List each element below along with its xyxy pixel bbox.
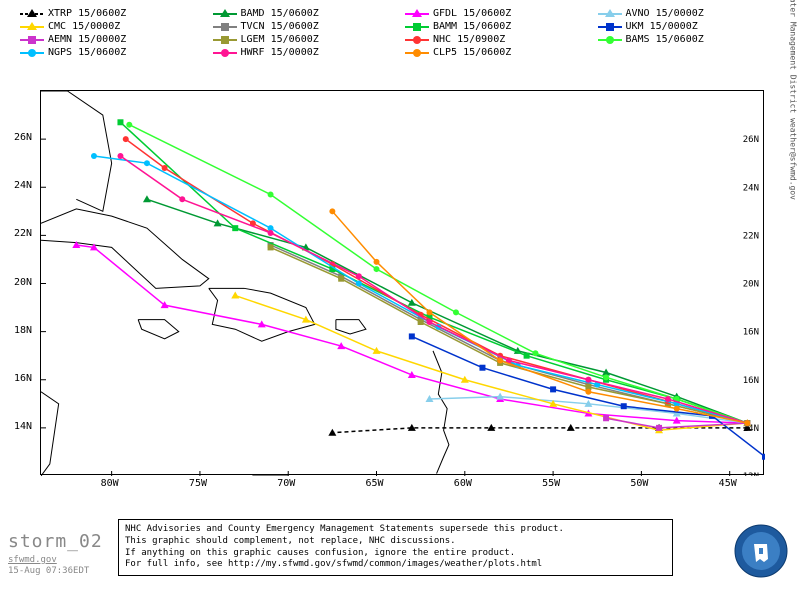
timestamp: 15-Aug 07:36EDT <box>8 566 89 576</box>
svg-text:22N: 22N <box>743 231 759 241</box>
svg-text:26N: 26N <box>743 135 759 145</box>
legend-item: UKM 15/0000Z <box>598 21 781 32</box>
legend-item: HWRF 15/0000Z <box>213 47 396 58</box>
legend-item: CLP5 15/0600Z <box>405 47 588 58</box>
svg-text:16N: 16N <box>743 376 759 386</box>
source-url: sfwmd.gov <box>8 555 57 565</box>
legend-item: XTRP 15/0600Z <box>20 8 203 19</box>
chart-area: 12N14N16N16N20N22N24N26N <box>40 90 764 475</box>
legend-item: BAMM 15/0600Z <box>405 21 588 32</box>
disclaimer-line: NHC Advisories and County Emergency Mana… <box>125 524 666 536</box>
disclaimer-line: This graphic should complement, not repl… <box>125 536 666 548</box>
side-text: South Florida Water Management District … <box>789 0 798 200</box>
disclaimer-line: If anything on this graphic causes confu… <box>125 548 666 560</box>
legend-label: HWRF 15/0000Z <box>241 47 319 58</box>
svg-text:24N: 24N <box>743 183 759 193</box>
legend-item: GFDL 15/0600Z <box>405 8 588 19</box>
legend-label: CLP5 15/0600Z <box>433 47 511 58</box>
legend: XTRP 15/0600Z BAMD 15/0600Z GFDL 15/0600Z A… <box>20 8 780 58</box>
svg-text:20N: 20N <box>743 280 759 290</box>
legend-label: XTRP 15/0600Z <box>48 8 126 19</box>
legend-label: CMC 15/0000Z <box>48 21 120 32</box>
legend-item: AVNO 15/0000Z <box>598 8 781 19</box>
legend-label: GFDL 15/0600Z <box>433 8 511 19</box>
disclaimer-line: For full info, see http://my.sfwmd.gov/s… <box>125 559 666 571</box>
legend-item: TVCN 15/0600Z <box>213 21 396 32</box>
legend-label: NGPS 15/0600Z <box>48 47 126 58</box>
legend-item: LGEM 15/0600Z <box>213 34 396 45</box>
legend-label: LGEM 15/0600Z <box>241 34 319 45</box>
legend-item: AEMN 15/0000Z <box>20 34 203 45</box>
legend-item: NGPS 15/0600Z <box>20 47 203 58</box>
legend-label: BAMS 15/0600Z <box>626 34 704 45</box>
legend-label: BAMM 15/0600Z <box>433 21 511 32</box>
svg-text:16N: 16N <box>743 328 759 338</box>
legend-label: UKM 15/0000Z <box>626 21 698 32</box>
storm-label: storm_02 <box>8 531 103 552</box>
legend-label: BAMD 15/0600Z <box>241 8 319 19</box>
sfwmd-logo <box>734 524 788 578</box>
svg-text:12N: 12N <box>743 472 759 476</box>
legend-label: AVNO 15/0000Z <box>626 8 704 19</box>
legend-label: NHC 15/0900Z <box>433 34 505 45</box>
legend-label: TVCN 15/0600Z <box>241 21 319 32</box>
chart-svg: 12N14N16N16N20N22N24N26N <box>41 91 765 476</box>
disclaimer-box: NHC Advisories and County Emergency Mana… <box>118 519 673 576</box>
legend-label: AEMN 15/0000Z <box>48 34 126 45</box>
legend-item: BAMD 15/0600Z <box>213 8 396 19</box>
legend-item: BAMS 15/0600Z <box>598 34 781 45</box>
legend-item: NHC 15/0900Z <box>405 34 588 45</box>
legend-item: CMC 15/0000Z <box>20 21 203 32</box>
